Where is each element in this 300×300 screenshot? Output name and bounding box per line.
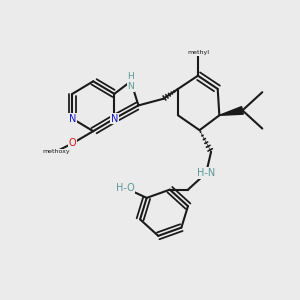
Text: O: O	[69, 138, 76, 148]
Text: N: N	[111, 114, 118, 124]
Text: H
N: H N	[128, 72, 134, 91]
Polygon shape	[219, 106, 243, 115]
Text: H-N: H-N	[197, 168, 215, 178]
Text: methyl: methyl	[187, 50, 209, 55]
Text: N: N	[69, 114, 76, 124]
Text: H-O: H-O	[116, 183, 135, 193]
Text: methoxy: methoxy	[42, 149, 70, 154]
